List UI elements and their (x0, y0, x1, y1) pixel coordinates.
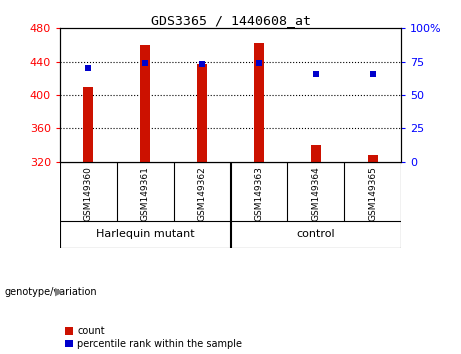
Legend: count, percentile rank within the sample: count, percentile rank within the sample (65, 326, 242, 349)
Text: GSM149360: GSM149360 (84, 166, 93, 221)
Bar (254, 43, 264, 162)
Title: GDS3365 / 1440608_at: GDS3365 / 1440608_at (150, 14, 311, 27)
Text: control: control (296, 229, 335, 239)
Text: GSM149365: GSM149365 (368, 166, 377, 221)
Bar (311, 145, 321, 162)
Bar (140, 45, 150, 162)
Text: GSM149362: GSM149362 (198, 166, 207, 221)
Text: GSM149363: GSM149363 (254, 166, 263, 221)
Bar (83, 87, 94, 162)
Text: genotype/variation: genotype/variation (5, 287, 97, 297)
Bar (367, 155, 378, 162)
Text: ▶: ▶ (55, 287, 64, 297)
Text: GSM149361: GSM149361 (141, 166, 150, 221)
Text: Harlequin mutant: Harlequin mutant (96, 229, 195, 239)
Text: GSM149364: GSM149364 (311, 166, 320, 221)
Bar (197, 64, 207, 162)
